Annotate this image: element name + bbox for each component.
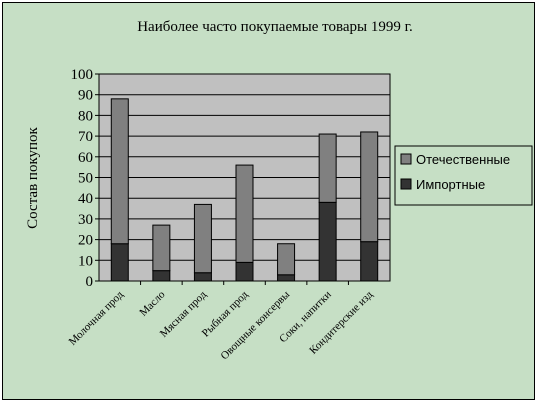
- y-axis-title: Состав покупок: [25, 126, 41, 228]
- y-tick-label: 50: [78, 171, 93, 187]
- y-tick-label: 30: [78, 212, 93, 228]
- y-tick-label: 70: [78, 129, 93, 145]
- gridlines: [99, 94, 390, 261]
- legend-swatch: [400, 178, 412, 190]
- y-tick-label: 90: [78, 88, 93, 104]
- bar-segment: [360, 131, 379, 243]
- bar-segment: [235, 261, 254, 282]
- legend: Отечественные Импортные: [394, 145, 533, 206]
- y-tick-label: 60: [78, 150, 93, 166]
- bar-segment: [193, 203, 212, 274]
- y-axis: 0 10 20 30 40 50 60 70 80 90 100: [71, 67, 100, 290]
- y-tick-label: 10: [78, 253, 93, 269]
- bars: [110, 98, 379, 282]
- legend-box: [394, 145, 533, 206]
- bar-segment: [235, 164, 254, 263]
- chart-area: Наиболее часто покупаемые товары 1999 г.…: [2, 2, 535, 400]
- chart-title: Наиболее часто покупаемые товары 1999 г.: [137, 19, 413, 35]
- x-category-label: Овощные консервы: [219, 288, 293, 362]
- y-tick-label: 40: [78, 191, 93, 207]
- x-category-label: Масло: [137, 288, 167, 318]
- bar-segment: [318, 201, 337, 282]
- x-category-label: Молочная прод: [67, 288, 127, 348]
- bar-segment: [360, 241, 379, 282]
- legend-swatch: [400, 153, 412, 165]
- legend-label: Отечественные: [416, 152, 510, 167]
- bar-segment: [318, 133, 337, 203]
- chart-svg: Наиболее часто покупаемые товары 1999 г.…: [25, 19, 533, 362]
- y-tick-label: 80: [78, 108, 93, 124]
- bar-segment: [152, 224, 171, 272]
- legend-label: Импортные: [416, 177, 485, 192]
- bar-segment: [277, 274, 296, 282]
- y-tick-label: 100: [71, 67, 94, 83]
- y-tick-label: 0: [86, 274, 94, 290]
- bar-segment: [193, 272, 212, 282]
- bar-segment: [110, 243, 129, 282]
- bar-segment: [152, 270, 171, 282]
- bar-segment: [277, 243, 296, 276]
- bar-segment: [110, 98, 129, 245]
- y-tick-label: 20: [78, 233, 93, 249]
